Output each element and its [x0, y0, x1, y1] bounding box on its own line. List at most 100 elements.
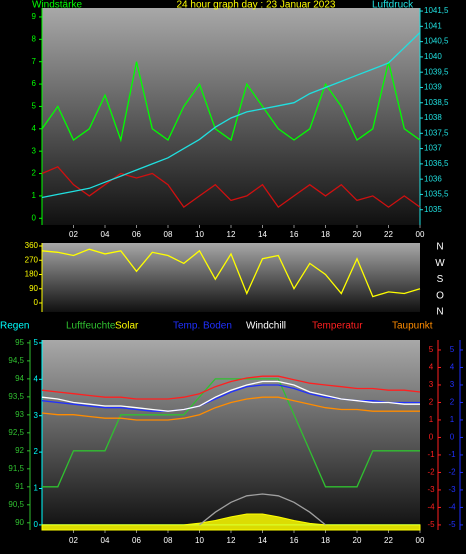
line — [42, 378, 420, 488]
y-tick-label: 6 — [32, 79, 37, 88]
x-tick-label: 10 — [195, 536, 204, 545]
y-tick-label: 8 — [32, 34, 37, 43]
direction-label: W — [435, 258, 445, 269]
x-tick-label: 22 — [384, 536, 393, 545]
x-tick-label: 00 — [416, 230, 425, 239]
y-tick-label: 5 — [450, 345, 455, 354]
y-tick-label: 3 — [429, 380, 434, 389]
y-tick-label: 1040 — [424, 52, 442, 61]
line — [41, 166, 421, 209]
y-tick-label: 2 — [429, 398, 434, 407]
y-tick-label: 1037 — [424, 144, 442, 153]
y-tick-label: 95 — [15, 338, 24, 347]
y-tick-label: 1036 — [424, 174, 442, 183]
y-tick-label: 1 — [450, 415, 455, 424]
y-tick-label: -1 — [427, 450, 435, 459]
chart-title: 24 hour graph day : 23 Januar 2023 — [176, 0, 335, 11]
y-tick-label: 4 — [429, 363, 434, 372]
y-tick-label: 4 — [34, 374, 39, 383]
x-tick-label: 14 — [258, 230, 267, 239]
x-tick-label: 12 — [227, 230, 236, 239]
line — [41, 248, 421, 298]
y-tick-label: 3 — [450, 380, 455, 389]
line — [199, 493, 326, 526]
y-tick-label: 5 — [429, 345, 434, 354]
area — [41, 513, 421, 531]
x-tick-label: 16 — [290, 536, 299, 545]
y-tick-label: 1037,5 — [424, 128, 449, 137]
plot-background — [42, 8, 420, 225]
legend-label: Regen — [0, 321, 29, 332]
y-tick-label: 1039,5 — [424, 67, 449, 76]
y-tick-label: 92 — [15, 446, 24, 455]
y-tick-label: -1 — [448, 450, 456, 459]
legend-label: Taupunkt — [392, 321, 433, 332]
y-tick-label: 91 — [15, 482, 24, 491]
y-tick-label: 360 — [25, 241, 39, 250]
y-tick-label: 0 — [450, 433, 455, 442]
direction-label: N — [436, 307, 443, 318]
y-tick-label: 2 — [34, 447, 39, 456]
x-tick-label: 20 — [353, 230, 362, 239]
x-tick-label: 08 — [164, 230, 173, 239]
x-tick-label: 18 — [321, 230, 330, 239]
x-tick-label: 14 — [258, 536, 267, 545]
x-tick-label: 16 — [290, 230, 299, 239]
x-tick-label: 10 — [195, 230, 204, 239]
y-tick-label: -2 — [427, 468, 435, 477]
y-tick-label: 1039 — [424, 83, 442, 92]
plot-background — [42, 340, 420, 530]
direction-label: S — [437, 274, 444, 285]
legend-label: Luftfeuchte — [66, 321, 116, 332]
y-tick-label: -3 — [448, 485, 456, 494]
x-tick-label: 18 — [321, 536, 330, 545]
x-tick-label: 02 — [69, 536, 78, 545]
y-tick-label: 1041,5 — [424, 6, 449, 15]
y-tick-label: 1 — [429, 415, 434, 424]
y-tick-label: 5 — [34, 338, 39, 347]
line — [41, 32, 421, 199]
legend-label: Temperatur — [312, 321, 363, 332]
y-tick-label: 3 — [32, 146, 37, 155]
y-tick-label: 94 — [15, 374, 24, 383]
y-tick-label: 0 — [32, 213, 37, 222]
y-tick-label: 9 — [32, 12, 37, 21]
y-tick-label: 5 — [32, 102, 37, 111]
y-tick-label: 94,5 — [8, 356, 24, 365]
x-tick-label: 22 — [384, 230, 393, 239]
legend-label: Temp. Boden — [173, 321, 232, 332]
y-tick-label: 1 — [34, 484, 39, 493]
direction-label: N — [436, 242, 443, 253]
y-tick-label: 1 — [32, 191, 37, 200]
x-tick-label: 20 — [353, 536, 362, 545]
line — [41, 396, 420, 421]
y-tick-label: 93,5 — [8, 392, 24, 401]
y-tick-label: -5 — [448, 520, 456, 529]
y2-axis-title: Luftdruck — [372, 0, 414, 11]
y-tick-label: 1040,5 — [424, 37, 449, 46]
y-tick-label: 180 — [25, 270, 39, 279]
direction-label: O — [436, 290, 444, 301]
y-tick-label: 0 — [429, 433, 434, 442]
y-tick-label: -2 — [448, 468, 456, 477]
y-tick-label: 2 — [450, 398, 455, 407]
y-tick-label: 7 — [32, 57, 37, 66]
legend-label: Windchill — [246, 321, 286, 332]
y-tick-label: 90,5 — [8, 500, 24, 509]
y-tick-label: -3 — [427, 485, 435, 494]
y-tick-label: -4 — [448, 503, 456, 512]
x-tick-label: 04 — [101, 230, 110, 239]
y-tick-label: 3 — [34, 411, 39, 420]
y-tick-label: -5 — [427, 520, 435, 529]
y-tick-label: 93 — [15, 410, 24, 419]
line — [41, 380, 420, 412]
line — [41, 61, 421, 143]
y-tick-label: 4 — [32, 124, 37, 133]
y-tick-label: 2 — [32, 169, 37, 178]
legend-label: Solar — [115, 321, 139, 332]
y-tick-label: 1035 — [424, 205, 442, 214]
y-tick-label: 270 — [25, 255, 39, 264]
y-tick-label: 1041 — [424, 21, 442, 30]
y-tick-label: 90 — [15, 518, 24, 527]
